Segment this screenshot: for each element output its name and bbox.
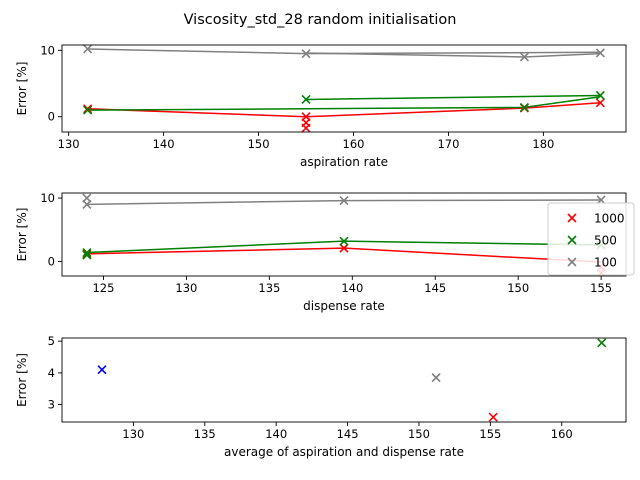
x-tick-label: 145 [337,427,359,441]
figure-title: Viscosity_std_28 random initialisation [184,12,457,28]
x-tick-label: 160 [551,427,573,441]
x-tick-label: 135 [194,427,216,441]
x-tick-label: 140 [265,427,287,441]
y-axis-label: Error [%] [15,353,29,407]
y-axis-label: Error [%] [15,62,29,116]
x-tick-label: 150 [248,137,270,151]
data-point [82,250,92,260]
legend-label: 500 [594,234,617,248]
x-tick-label: 130 [175,281,197,295]
data-point [339,196,349,206]
x-tick-label: 160 [343,137,365,151]
data-point [519,102,529,112]
axes-frame [61,337,627,423]
x-tick-label: 155 [479,427,501,441]
y-tick-label: 0 [48,254,55,268]
x-axis-label: aspiration rate [300,155,388,169]
series-line-500-1 [86,240,602,254]
x-tick-label: 130 [122,427,144,441]
x-tick-label: 140 [341,281,363,295]
legend-label: 1000 [594,212,625,226]
legend-marker [567,235,577,245]
y-tick-label: 3 [48,398,55,412]
data-point [301,94,311,105]
x-tick-label: 150 [408,427,430,441]
data-point [431,373,441,383]
series-line-1000-0 [87,102,601,118]
data-point [82,249,92,259]
series-line-500-1 [87,96,601,111]
data-point [339,243,349,253]
legend: 1000 500 100 [547,202,635,276]
x-tick-label: 135 [258,281,280,295]
data-point [82,247,92,258]
y-tick-label: 5 [48,334,55,348]
data-point [82,193,92,203]
data-point [595,90,605,101]
x-axis-label: average of aspiration and dispense rate [224,445,464,459]
x-tick-label: 145 [424,281,446,295]
x-tick-label: 140 [153,137,175,151]
y-tick-label: 10 [40,43,55,57]
x-tick-label: 150 [507,281,529,295]
y-tick-label: 4 [48,366,55,380]
axes-frame [61,192,627,277]
data-point [519,52,529,62]
y-tick-label: 0 [48,110,55,124]
x-tick-label: 180 [532,137,554,151]
subplot-2: 125 130 135 140 145 150 155 0 10 dispense rate Err… [15,191,635,313]
data-point [597,338,607,348]
x-tick-label: 170 [437,137,459,151]
data-point [595,48,605,58]
x-tick-label: 125 [92,281,114,295]
series-line-1000-0 [86,247,602,263]
x-tick-label: 155 [590,281,612,295]
y-axis-label: Error [%] [15,208,29,262]
series-line-500-2 [306,94,601,101]
legend-marker [567,213,577,223]
data-point [301,123,311,132]
legend-label: 100 [594,256,617,270]
data-point [595,98,605,108]
legend-marker [567,257,577,267]
data-point [97,365,107,375]
plot-area [97,338,607,422]
x-tick-label: 130 [58,137,80,151]
data-point [488,412,498,422]
data-point [83,105,93,115]
subplot-1: 130 140 150 160 170 180 0 10 aspiration rate Erro… [15,43,627,169]
axes-frame [61,44,627,133]
data-point [83,104,93,114]
data-point [339,236,349,246]
subplot-3: 130 135 140 145 150 155 160 3 4 5 average of aspir… [15,334,627,459]
data-point [301,49,311,59]
plot-area [82,193,606,276]
x-axis-label: dispense rate [303,299,385,313]
y-tick-label: 10 [40,191,55,205]
data-point [83,45,93,54]
plot-area [83,45,605,132]
